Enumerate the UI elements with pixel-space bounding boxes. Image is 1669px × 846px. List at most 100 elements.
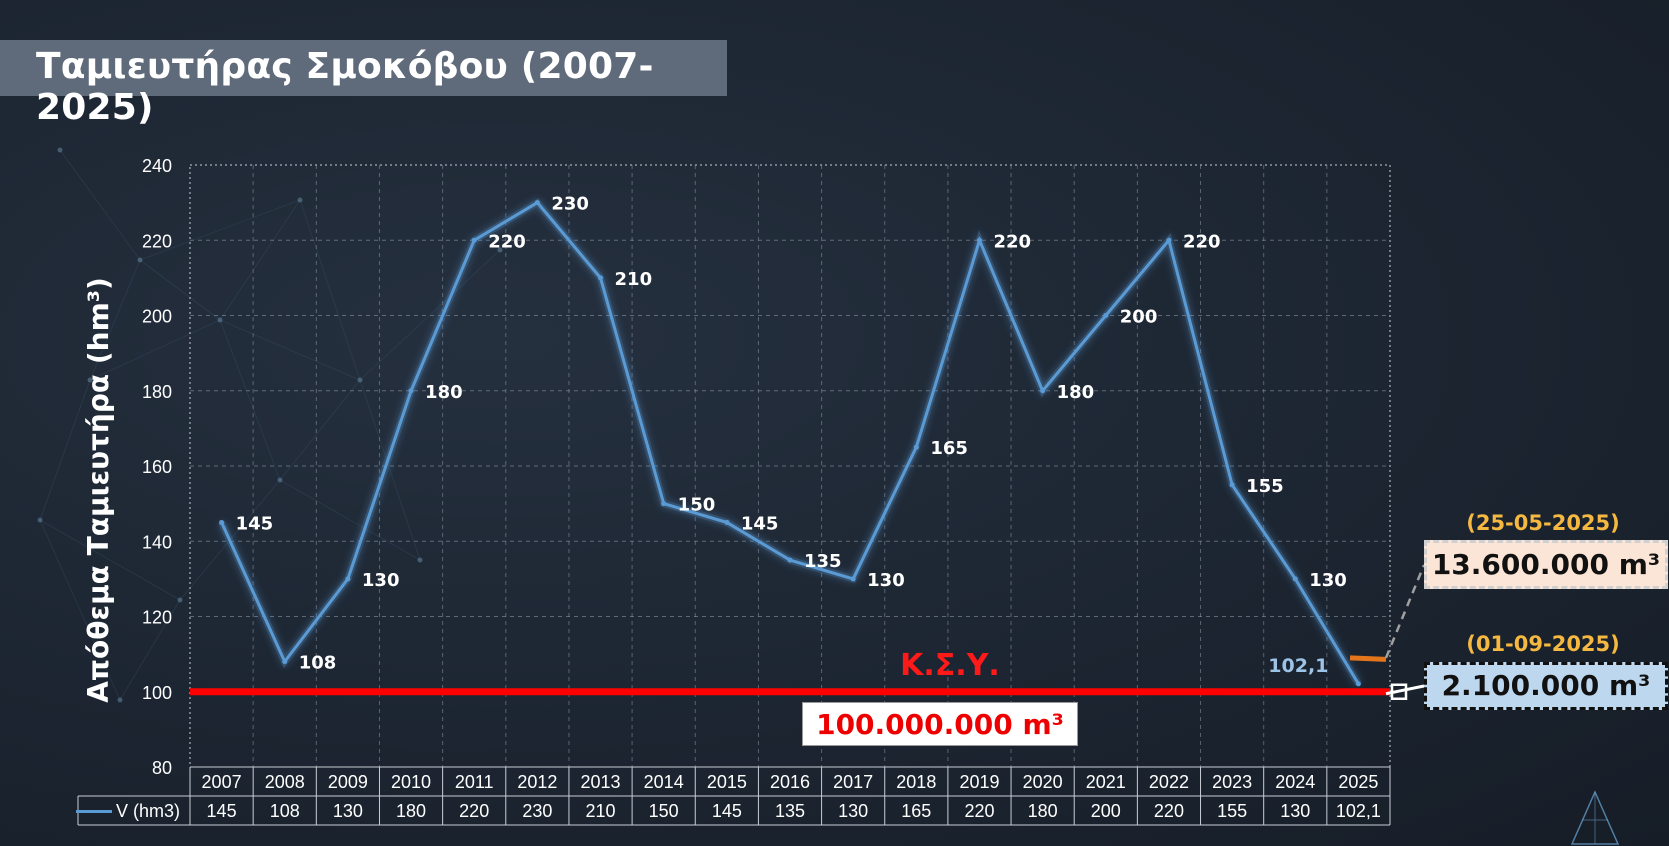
network-node	[37, 517, 43, 523]
network-node	[87, 377, 93, 383]
table-value: 130	[333, 801, 363, 821]
data-label: 150	[678, 495, 716, 516]
network-link	[359, 379, 421, 561]
data-label: 130	[1309, 570, 1347, 591]
data-point	[1166, 237, 1172, 243]
x-tick-label: 2017	[833, 772, 873, 792]
network-node	[497, 247, 503, 253]
y-tick-label: 240	[142, 156, 172, 176]
data-point	[913, 444, 919, 450]
x-tick-label: 2014	[644, 772, 684, 792]
y-tick-label: 80	[152, 758, 172, 778]
data-point	[724, 519, 730, 525]
network-link	[89, 319, 221, 381]
network-link	[39, 519, 181, 601]
data-label: 230	[551, 194, 589, 215]
network-link	[299, 199, 361, 381]
network-node	[217, 317, 223, 323]
network-link	[89, 259, 141, 381]
x-tick-label: 2009	[328, 772, 368, 792]
table-value: 180	[1028, 801, 1058, 821]
y-tick-label: 120	[142, 608, 172, 628]
network-link	[139, 259, 221, 321]
y-tick-label: 220	[142, 231, 172, 251]
network-link	[59, 149, 141, 261]
x-tick-label: 2007	[202, 772, 242, 792]
x-tick-label: 2023	[1212, 772, 1252, 792]
y-tick-label: 100	[142, 683, 172, 703]
x-tick-label: 2025	[1338, 772, 1378, 792]
x-tick-label: 2013	[581, 772, 621, 792]
data-point	[1355, 681, 1361, 687]
x-tick-label: 2010	[391, 772, 431, 792]
network-node	[297, 197, 303, 203]
callout-top-connector	[1384, 564, 1426, 659]
network-link	[119, 599, 181, 701]
background-network-decoration	[37, 147, 503, 703]
callout-top-marker	[1349, 655, 1387, 662]
table-value: 165	[901, 801, 931, 821]
x-tick-label: 2019	[959, 772, 999, 792]
data-point	[976, 237, 982, 243]
callout-bottom-date: (01-09-2025)	[1466, 632, 1620, 656]
data-label: 220	[488, 231, 526, 252]
callout-top-date: (25-05-2025)	[1466, 511, 1620, 535]
data-point	[598, 275, 604, 281]
table-value: 150	[649, 801, 679, 821]
title-bar: Ταμιευτήρας Σμοκόβου (2007-2025)	[0, 40, 727, 128]
network-link	[279, 479, 421, 561]
y-tick-label: 160	[142, 457, 172, 477]
network-link	[39, 379, 91, 521]
legend-series: V (hm3)	[76, 796, 182, 826]
data-point	[345, 576, 351, 582]
x-tick-label: 2020	[1023, 772, 1063, 792]
table-value: 145	[207, 801, 237, 821]
data-label: 200	[1120, 307, 1158, 328]
table-value: 200	[1091, 801, 1121, 821]
chart-title: Ταμιευτήρας Σμοκόβου (2007-2025)	[36, 46, 654, 128]
y-axis-label: Απόθεμα Ταμιευτήρα (hm³)	[82, 277, 115, 703]
network-node	[137, 257, 143, 263]
data-point	[850, 576, 856, 582]
data-label: 180	[1057, 382, 1095, 403]
table-value: 220	[1154, 801, 1184, 821]
x-tick-label: 2022	[1149, 772, 1189, 792]
callout-bottom-box: 2.100.000 m³	[1424, 662, 1668, 710]
callout-bottom-marker	[1390, 683, 1408, 700]
data-label: 180	[425, 382, 463, 403]
data-point	[1292, 576, 1298, 582]
y-tick-label: 180	[142, 382, 172, 402]
data-point	[471, 237, 477, 243]
data-label: 155	[1246, 476, 1284, 497]
x-tick-label: 2008	[265, 772, 305, 792]
x-tick-label: 2021	[1086, 772, 1126, 792]
data-point	[1040, 388, 1046, 394]
threshold-value-box: 100.000.000 m³	[802, 702, 1078, 746]
data-label: 220	[993, 231, 1031, 252]
x-tick-label: 2018	[896, 772, 936, 792]
data-label: 130	[362, 570, 400, 591]
table-value: 145	[712, 801, 742, 821]
table-value: 130	[838, 801, 868, 821]
network-link	[279, 379, 361, 481]
x-tick-label: 2024	[1275, 772, 1315, 792]
data-label: 145	[741, 513, 779, 534]
data-label: 165	[930, 438, 968, 459]
table-value: 102,1	[1336, 801, 1381, 821]
logo-icon	[1570, 790, 1620, 845]
data-point	[661, 501, 667, 507]
network-link	[219, 199, 301, 321]
threshold-label: Κ.Σ.Υ.	[900, 648, 1000, 683]
data-point	[787, 557, 793, 563]
x-tick-label: 2012	[517, 772, 557, 792]
network-link	[219, 319, 281, 481]
data-point	[408, 388, 414, 394]
data-label: 102,1	[1268, 655, 1328, 677]
network-node	[277, 477, 283, 483]
network-node	[117, 697, 123, 703]
table-value: 220	[964, 801, 994, 821]
data-point	[1103, 313, 1109, 318]
table-value: 130	[1280, 801, 1310, 821]
data-point	[534, 200, 540, 206]
